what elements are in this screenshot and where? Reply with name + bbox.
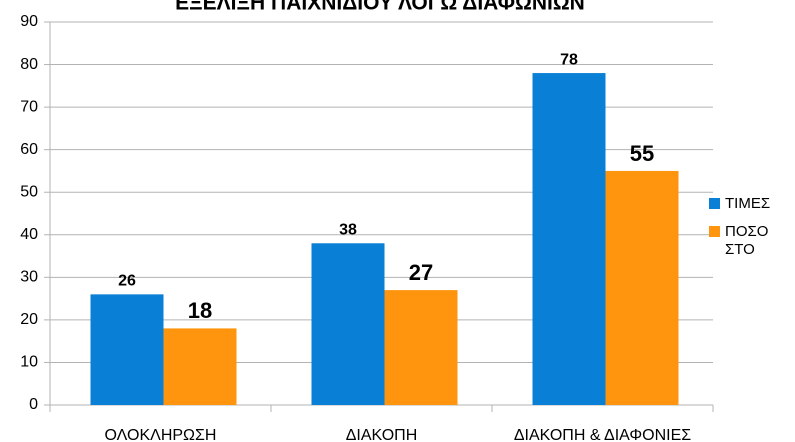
legend-swatch	[709, 198, 720, 209]
y-tick-label: 80	[20, 56, 38, 73]
x-tick-label: ΟΛΟΚΛΗΡΩΣΗ	[105, 427, 217, 442]
y-tick-label: 10	[20, 354, 38, 371]
y-tick-label: 20	[20, 311, 38, 328]
bar	[311, 243, 385, 405]
legend-swatch	[709, 226, 720, 237]
y-tick-label: 90	[20, 13, 38, 30]
legend-label: ΤΙΜΕΣ	[725, 195, 771, 212]
bar	[532, 73, 606, 406]
y-tick-label: 30	[20, 269, 38, 286]
value-label: 18	[188, 298, 212, 323]
value-label: 55	[630, 141, 654, 166]
bar	[163, 328, 237, 405]
value-label: 38	[339, 222, 357, 239]
value-label: 26	[118, 273, 136, 290]
y-tick-label: 70	[20, 98, 38, 115]
x-tick-label: ΔΙΑΚΟΠΗ	[346, 427, 418, 442]
y-tick-label: 60	[20, 141, 38, 158]
x-tick-label: ΔΙΑΚΟΠΗ & ΔΙΑΦΟΝΙΕΣ	[514, 427, 691, 442]
legend: ΤΙΜΕΣ ΠΟΣΟΣΤΟ	[709, 195, 789, 269]
chart-title: ΕΞΕΛΙΞΗ ΠΑΙΧΝΙΔΙΟΥ ΛΟΓΩ ΔΙΑΦΩΝΙΩΝ	[175, 0, 585, 15]
legend-item: ΠΟΣΟΣΤΟ	[709, 223, 789, 259]
bar	[384, 290, 458, 405]
value-label: 78	[560, 51, 578, 68]
bar	[605, 170, 679, 405]
legend-label: ΠΟΣΟΣΤΟ	[725, 223, 769, 258]
legend-item: ΤΙΜΕΣ	[709, 195, 789, 213]
value-label: 27	[409, 260, 433, 285]
y-tick-label: 0	[29, 396, 38, 413]
y-tick-label: 50	[20, 183, 38, 200]
y-tick-label: 40	[20, 226, 38, 243]
bar	[90, 294, 164, 405]
